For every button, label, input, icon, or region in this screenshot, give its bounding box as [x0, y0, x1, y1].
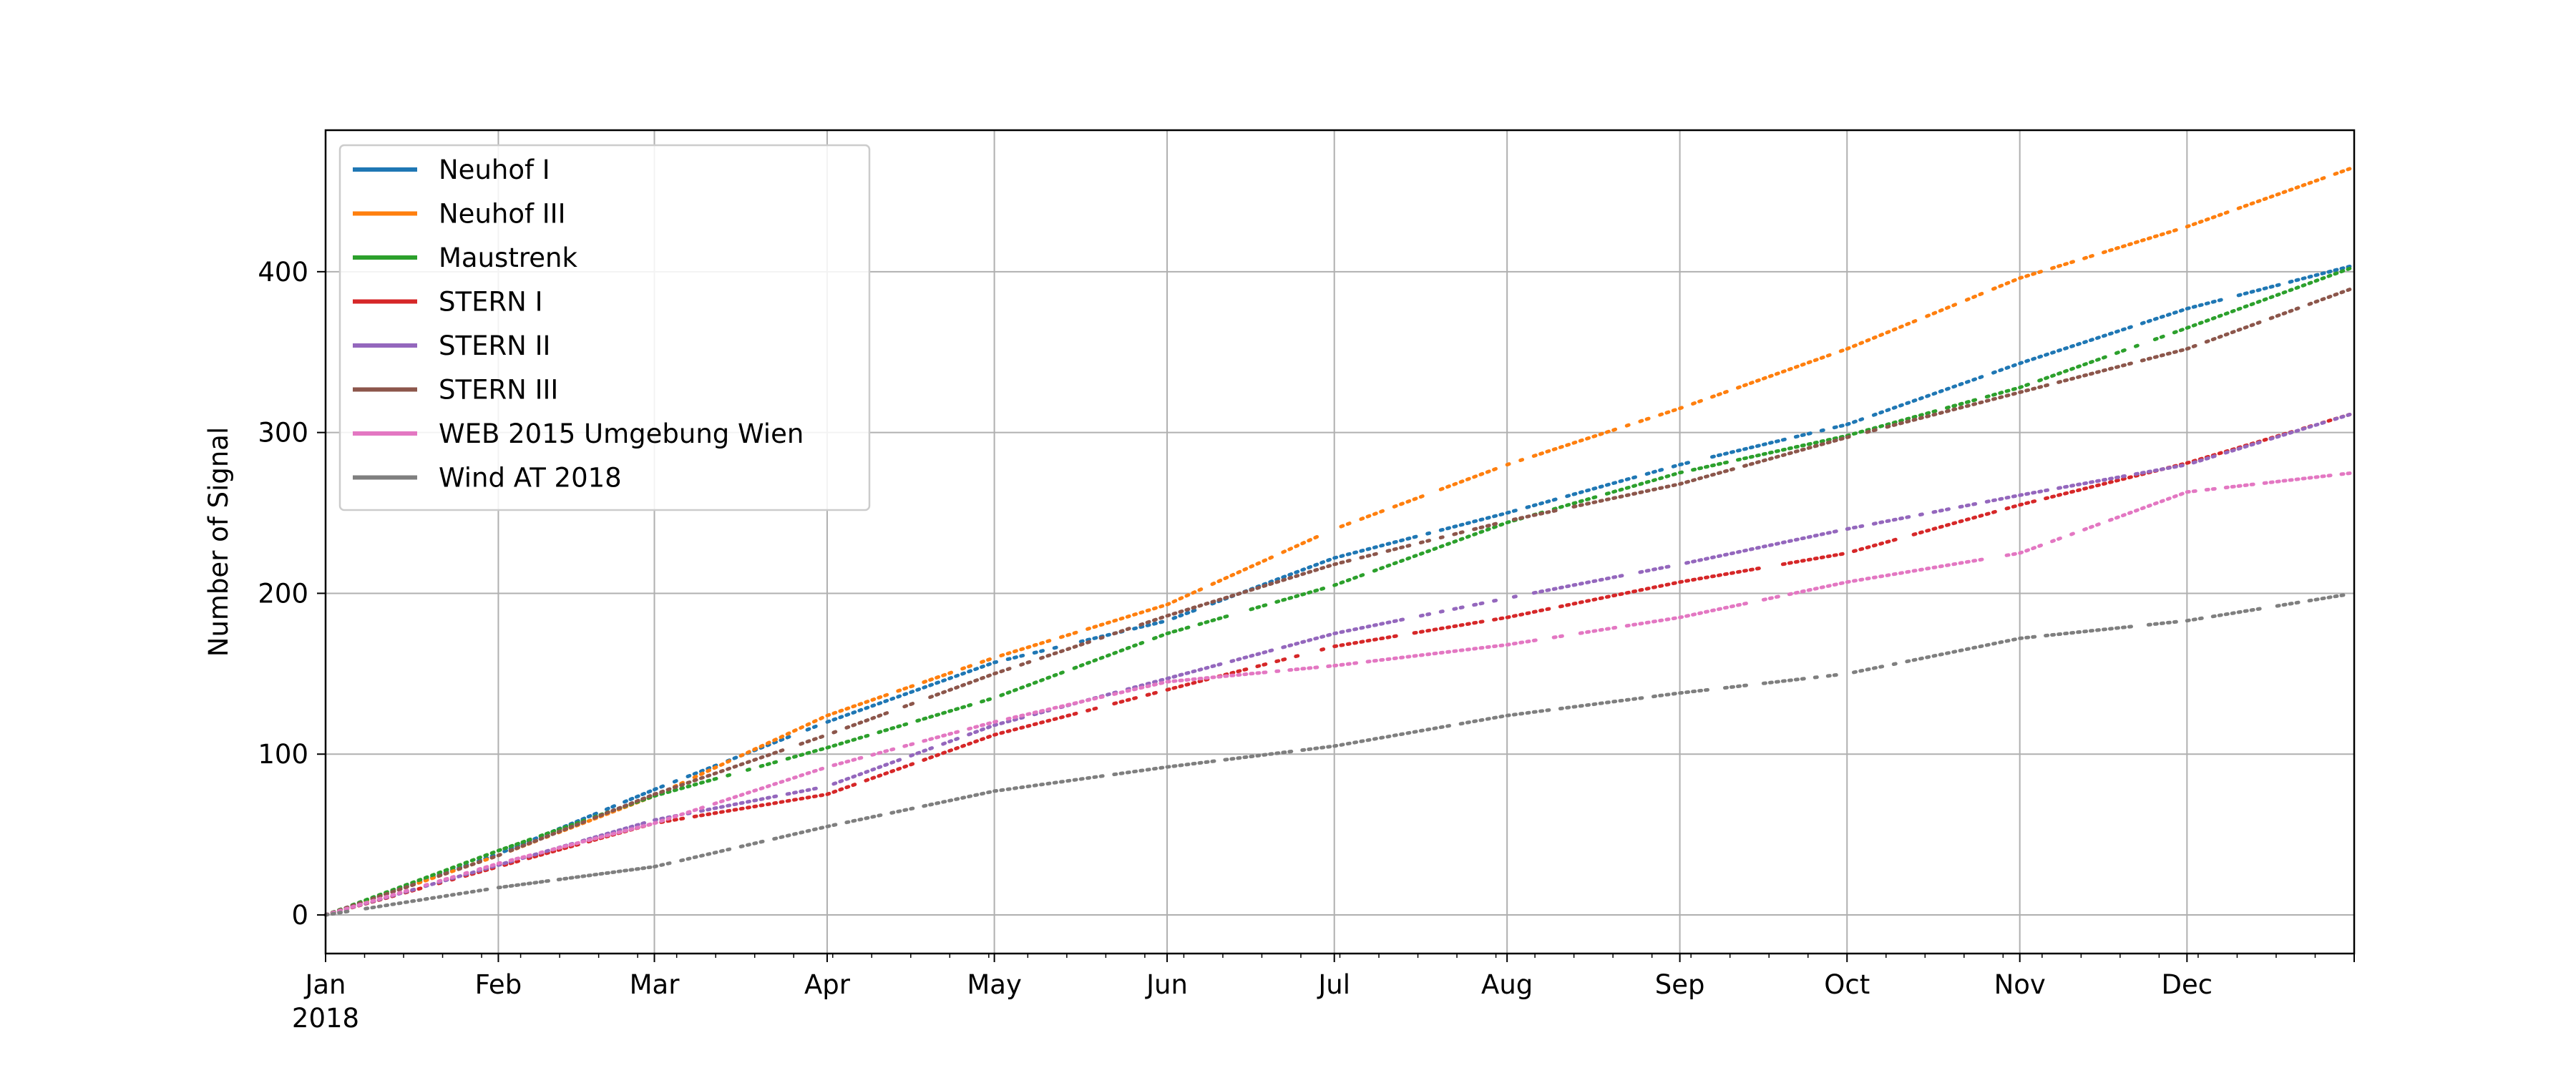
- y-axis: 0 100 200 300 400: [258, 257, 326, 931]
- x-tick-label: Nov: [1994, 969, 2046, 1000]
- legend: Neuhof I Neuhof III Maustrenk STERN I STERN …: [338, 144, 871, 511]
- x-tick-label: Dec: [2162, 969, 2213, 1000]
- legend-label: Maustrenk: [439, 242, 577, 273]
- x-tick-label: Jun: [1145, 969, 1188, 1000]
- y-axis-label: Number of Signal: [203, 427, 234, 657]
- x-tick-label: Aug: [1481, 969, 1533, 1000]
- y-tick-label: 0: [291, 900, 308, 931]
- legend-label: STERN III: [439, 375, 558, 406]
- x-tick-label: Sep: [1655, 969, 1705, 1000]
- legend-label: WEB 2015 Umgebung Wien: [439, 418, 804, 449]
- x-tick-label: Oct: [1824, 969, 1870, 1000]
- series-line: [323, 471, 2353, 917]
- legend-item: STERN II: [353, 330, 550, 361]
- legend-item: Neuhof I: [353, 155, 550, 185]
- series-web-2015-umgebung-wien: [323, 471, 2353, 917]
- y-tick-label: 100: [258, 739, 308, 770]
- y-tick-label: 200: [258, 578, 308, 609]
- legend-item: STERN I: [353, 287, 543, 318]
- x-tick-label: Jul: [1317, 969, 1350, 1000]
- x-tick-sublabel: 2018: [292, 1003, 359, 1034]
- legend-label: STERN II: [439, 330, 550, 361]
- series-wind-at-2018: [323, 593, 2347, 917]
- x-tick-label: Jan: [303, 969, 346, 1000]
- legend-item: Maustrenk: [353, 242, 577, 273]
- legend-item: Neuhof III: [353, 199, 566, 230]
- y-tick-label: 400: [258, 257, 308, 288]
- legend-item: STERN III: [353, 375, 558, 406]
- legend-label: STERN I: [439, 287, 543, 318]
- legend-label: Wind AT 2018: [439, 463, 622, 494]
- legend-item: Wind AT 2018: [353, 463, 622, 494]
- y-tick-label: 300: [258, 418, 308, 449]
- legend-item: WEB 2015 Umgebung Wien: [353, 418, 804, 449]
- legend-box: [338, 144, 871, 511]
- legend-label: Neuhof III: [439, 199, 566, 230]
- x-tick-label: Feb: [475, 969, 522, 1000]
- series-line: [323, 593, 2347, 917]
- x-tick-label: May: [967, 969, 1022, 1000]
- x-tick-label: Apr: [804, 969, 851, 1000]
- legend-label: Neuhof I: [439, 155, 550, 185]
- series-layer: [323, 166, 2355, 917]
- x-tick-label: Mar: [630, 969, 680, 1000]
- grid: [325, 130, 2354, 954]
